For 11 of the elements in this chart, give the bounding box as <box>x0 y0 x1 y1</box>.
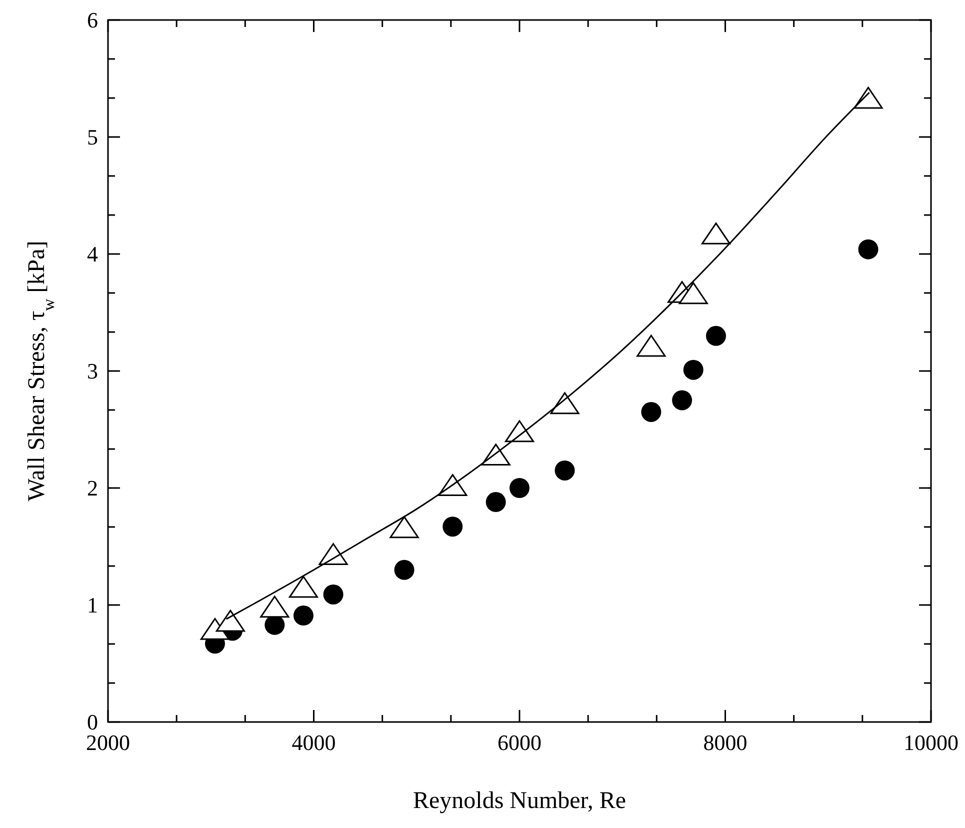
x-tick-label: 8000 <box>703 730 748 755</box>
y-tick-label: 4 <box>87 242 98 267</box>
x-axis-title: Reynolds Number, Re <box>412 788 626 814</box>
y-tick-label: 5 <box>87 124 98 150</box>
y-tick-label: 3 <box>87 358 98 384</box>
y-tick-label: 6 <box>87 8 98 33</box>
x-tick-label: 4000 <box>292 730 336 755</box>
y-tick-label: 1 <box>87 592 98 618</box>
y-tick-label: 2 <box>87 476 98 501</box>
x-tick-label: 10000 <box>904 730 958 755</box>
x-tick-label: 6000 <box>498 730 542 755</box>
